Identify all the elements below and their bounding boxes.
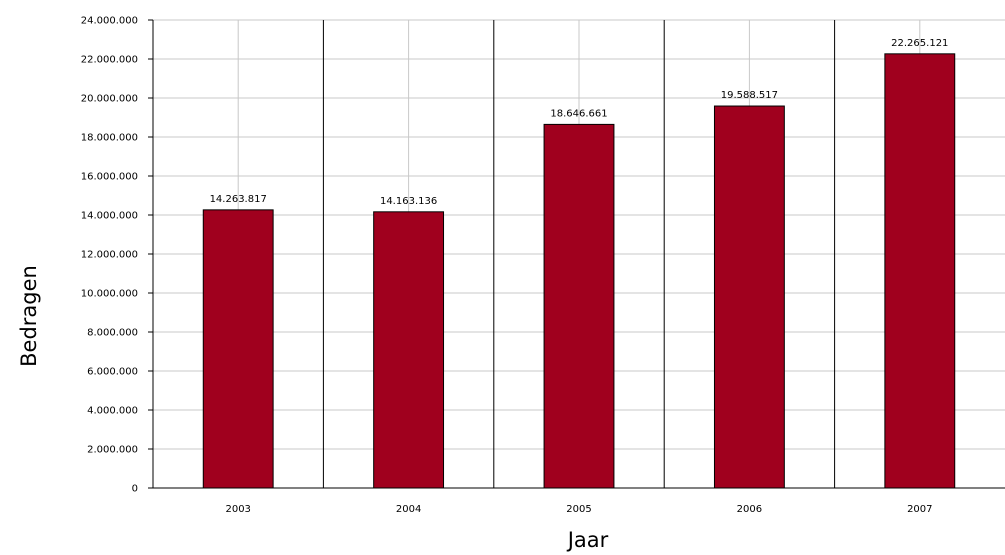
x-tick-label-2006: 2006 xyxy=(737,504,762,515)
y-axis-title: Bedragen xyxy=(17,265,41,367)
data-label-2003: 14.263.817 xyxy=(210,194,267,205)
y-tick-label: 8.000.000 xyxy=(87,328,138,339)
x-tick-label-2007: 2007 xyxy=(907,504,932,515)
y-tick-label: 24.000.000 xyxy=(81,16,138,27)
y-tick-label: 12.000.000 xyxy=(81,250,138,261)
x-axis-title: Jaar xyxy=(566,528,609,552)
bar-2007 xyxy=(884,53,956,489)
y-tick-label: 22.000.000 xyxy=(81,55,138,66)
y-tick-label: 4.000.000 xyxy=(87,406,138,417)
data-label-2005: 18.646.661 xyxy=(550,108,607,119)
bar-2006 xyxy=(713,105,785,489)
y-tick-label: 20.000.000 xyxy=(81,94,138,105)
axes xyxy=(148,19,1005,489)
y-tick-label: 18.000.000 xyxy=(81,133,138,144)
x-tick-label-2004: 2004 xyxy=(396,504,421,515)
y-tick-labels: 0 2.000.000 4.000.000 6.000.000 8.000.000 10.… xyxy=(81,16,138,495)
x-tick-label-2005: 2005 xyxy=(566,504,591,515)
bar-2003 xyxy=(202,209,274,489)
bar-2005 xyxy=(543,123,615,489)
y-tick-label: 6.000.000 xyxy=(87,367,138,378)
y-tick-label: 10.000.000 xyxy=(81,289,138,300)
data-labels: 14.263.817 14.163.136 18.646.661 19.588.517… xyxy=(210,38,949,207)
bars xyxy=(202,53,956,489)
y-tick-label: 16.000.000 xyxy=(81,172,138,183)
x-tick-labels: 2003 2004 2005 2006 2007 xyxy=(225,504,932,515)
bar-2004 xyxy=(373,211,445,489)
data-label-2006: 19.588.517 xyxy=(721,90,778,101)
data-label-2004: 14.163.136 xyxy=(380,196,437,207)
data-label-2007: 22.265.121 xyxy=(891,38,948,49)
x-tick-label-2003: 2003 xyxy=(225,504,250,515)
y-tick-label: 0 xyxy=(132,484,138,495)
y-tick-label: 2.000.000 xyxy=(87,445,138,456)
y-tick-label: 14.000.000 xyxy=(81,211,138,222)
